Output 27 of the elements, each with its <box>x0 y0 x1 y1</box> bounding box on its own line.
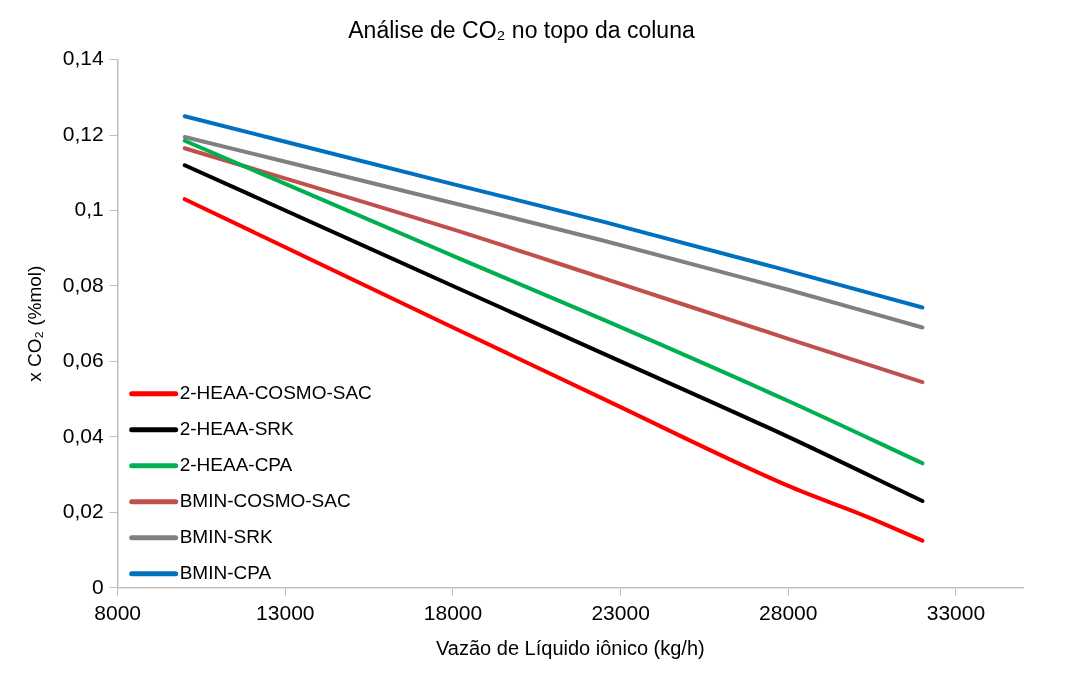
y-tick-label: 0,04 <box>62 423 104 447</box>
legend-label: 2-HEAA-SRK <box>179 418 295 440</box>
x-tick-label: 28000 <box>759 601 818 625</box>
y-tick-label: 0,02 <box>62 499 104 523</box>
y-tick-label: 0,08 <box>62 272 104 296</box>
legend-label: BMIN-COSMO-SAC <box>179 490 351 512</box>
legend-label: 2-HEAA-CPA <box>179 454 293 476</box>
y-tick-label: 0,1 <box>74 197 104 221</box>
line-series <box>182 114 925 310</box>
line-series <box>182 197 925 543</box>
x-tick-label: 33000 <box>926 601 986 625</box>
y-tick-label: 0 <box>91 574 104 598</box>
x-tick-label: 13000 <box>256 601 315 625</box>
x-tick-label: 18000 <box>423 601 483 625</box>
y-tick-label: 0,12 <box>62 121 104 145</box>
chart-title: Análise de CO₂ no topo da coluna <box>348 17 695 44</box>
y-tick-label: 0,06 <box>62 348 104 372</box>
x-axis-title: Vazão de Líquido iônico (kg/h) <box>435 636 705 659</box>
legend-label: BMIN-SRK <box>179 526 273 548</box>
legend-label: BMIN-CPA <box>179 562 272 584</box>
legend-label: 2-HEAA-COSMO-SAC <box>179 382 372 404</box>
y-tick-label: 0,14 <box>62 46 104 70</box>
x-tick-label: 8000 <box>94 601 142 625</box>
x-tick-label: 23000 <box>591 601 650 625</box>
line-series <box>182 146 925 385</box>
y-axis-title: x CO₂ (%mol) <box>23 265 45 382</box>
line-series <box>182 134 925 330</box>
